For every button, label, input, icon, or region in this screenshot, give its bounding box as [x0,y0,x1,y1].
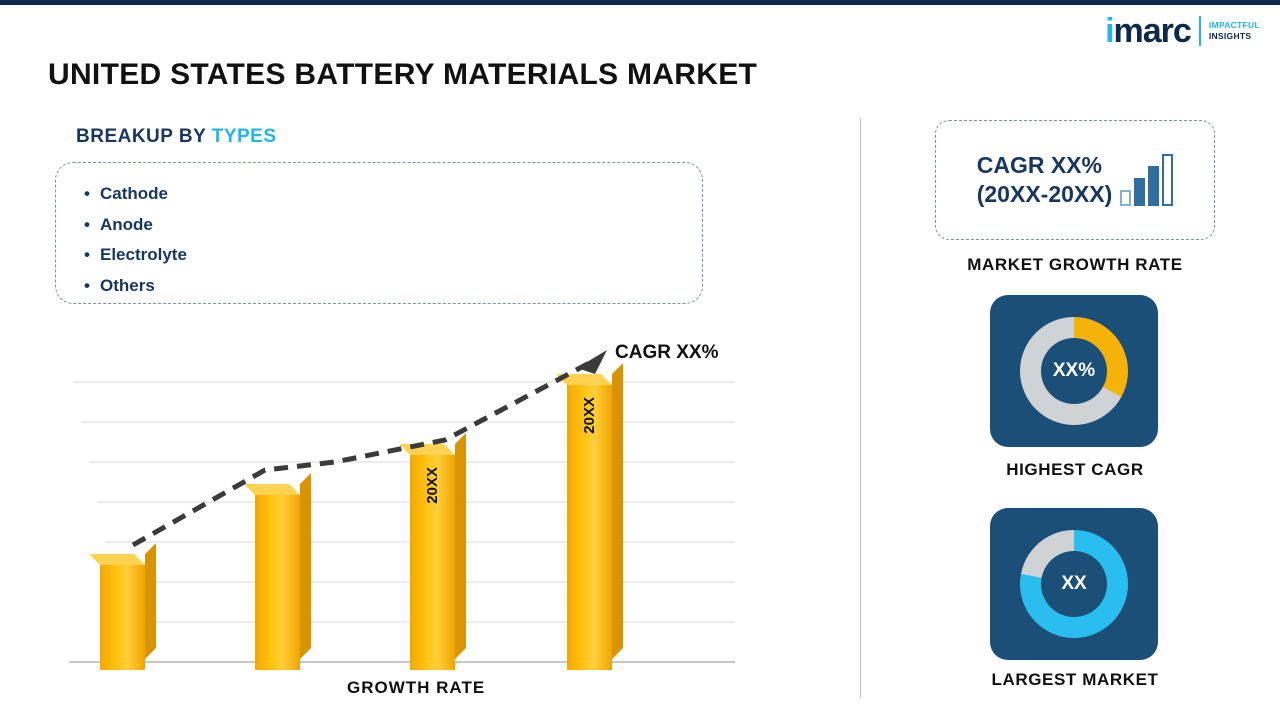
bar-chart-icon-bar-4 [1162,154,1174,206]
highest-cagr-caption: HIGHEST CAGR [1006,460,1144,479]
breakup-prefix: BREAKUP BY [76,126,212,147]
market-growth-rate-caption: MARKET GROWTH RATE [967,255,1183,274]
bar-chart-icon-bar-2 [1134,178,1146,206]
trend-arrow [131,350,607,548]
cagr-annotation: CAGR XX% [615,342,719,363]
bar-4: 20XX [556,363,623,670]
list-item: Others [84,271,674,302]
logo-divider [1198,16,1201,46]
list-item: Electrolyte [84,240,674,271]
growth-rate-chart: 20XX 20XX CAGR XX% GROWTH RATE [55,340,755,700]
logo-tagline-line1: IMPACTFUL [1208,19,1260,30]
cagr-period: (20XX-20XX) [976,181,1113,207]
bar-chart-icon-bar-3 [1148,166,1160,206]
market-growth-rate-box: CAGR XX% (20XX-20XX) [935,120,1215,240]
chart-x-axis-label: GROWTH RATE [347,678,486,697]
largest-market-value: XX [1061,573,1087,594]
bar-chart-icon-bar-1 [1120,190,1132,206]
cagr-value: CAGR XX% [976,152,1102,179]
largest-market-donut: XX [1020,530,1128,638]
breakup-heading: BREAKUP BY TYPES [76,126,277,148]
bar-2 [244,473,311,670]
bar-1 [89,543,156,670]
list-item: Anode [84,210,674,241]
breakup-highlight: TYPES [211,126,277,147]
highest-cagr-value: XX% [1052,360,1096,381]
logo-initial: i [1105,12,1115,50]
page-title: UNITED STATES BATTERY MATERIALS MARKET [48,58,758,91]
highest-cagr-donut: XX% [1020,317,1128,425]
list-item: Cathode [84,179,674,210]
bar-3: 20XX [399,433,466,670]
bar-chart-icon [1120,154,1174,206]
highest-cagr-card: XX% [990,295,1158,447]
vertical-divider [860,118,861,698]
cagr-text: CAGR XX% (20XX-20XX) [977,151,1113,209]
imarc-logo: imarc IMPACTFUL INSIGHTS [1105,14,1260,48]
logo-tagline-line2: INSIGHTS [1208,31,1252,41]
logo-wordmark: imarc [1105,12,1192,50]
types-list: Cathode Anode Electrolyte Others [84,179,674,301]
largest-market-card: XX [990,508,1158,660]
types-list-box: Cathode Anode Electrolyte Others [55,162,703,304]
top-accent-bar [0,0,1280,5]
largest-market-caption: LARGEST MARKET [991,670,1159,689]
logo-main: marc [1113,12,1192,50]
logo-tagline: IMPACTFUL INSIGHTS [1209,20,1260,43]
